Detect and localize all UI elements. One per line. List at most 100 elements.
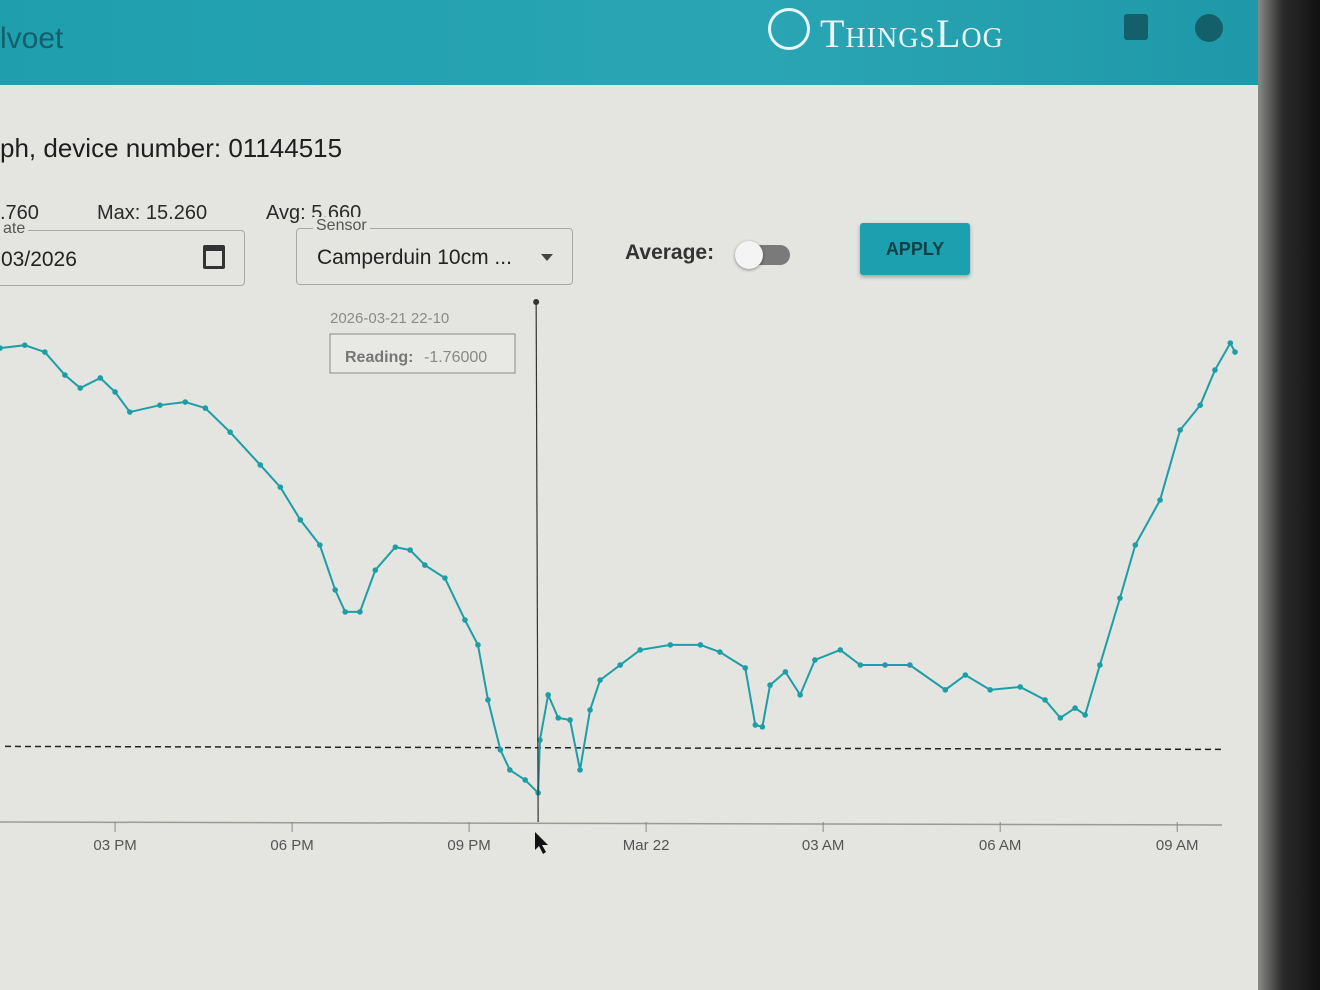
data-point xyxy=(1177,427,1183,433)
threshold-line xyxy=(4,745,1223,751)
data-point xyxy=(567,717,573,723)
data-point xyxy=(297,517,304,523)
data-point xyxy=(617,662,623,668)
data-point xyxy=(555,715,562,721)
tooltip-label: Reading: xyxy=(345,349,413,366)
screen-bezel xyxy=(1258,0,1320,990)
x-tick-label: 09 AM xyxy=(1156,837,1199,854)
data-point xyxy=(759,724,766,730)
data-point xyxy=(962,672,969,678)
data-point xyxy=(1042,697,1048,703)
calendar-icon[interactable] xyxy=(203,245,225,269)
data-point xyxy=(907,662,913,668)
data-point xyxy=(1232,349,1238,355)
data-point xyxy=(942,687,949,693)
data-point xyxy=(317,542,323,548)
data-point xyxy=(545,692,551,698)
x-tick-label: 06 PM xyxy=(270,837,313,854)
apply-button[interactable]: APPLY xyxy=(860,223,970,275)
data-point xyxy=(752,722,759,728)
page-title: lvoet xyxy=(0,22,64,55)
date-label: ate xyxy=(0,220,29,238)
data-point xyxy=(407,547,413,553)
data-point xyxy=(332,587,338,593)
data-point xyxy=(667,642,674,648)
data-point xyxy=(797,692,803,698)
x-tick-label: 03 AM xyxy=(802,837,845,854)
data-point xyxy=(1017,684,1024,690)
data-point xyxy=(537,737,543,743)
stat-min: .760 xyxy=(0,202,39,224)
x-tick-label: Mar 22 xyxy=(623,837,670,854)
sensor-select[interactable]: Camperduin 10cm ... xyxy=(296,228,573,285)
data-point xyxy=(987,687,993,693)
data-point xyxy=(342,609,348,615)
data-point xyxy=(882,662,888,668)
data-point xyxy=(1212,367,1218,373)
data-point xyxy=(637,647,644,653)
stat-max: Max: 15.260 xyxy=(97,202,208,224)
data-point xyxy=(485,697,491,703)
data-point xyxy=(1097,662,1103,668)
data-point xyxy=(597,677,603,683)
date-value: 03/2026 xyxy=(1,248,77,271)
tooltip-time: 2026-03-21 22-10 xyxy=(330,310,449,327)
data-point xyxy=(1117,595,1123,601)
average-label: Average: xyxy=(625,241,715,264)
cursor-line xyxy=(535,299,539,823)
data-point xyxy=(1197,402,1204,408)
x-axis xyxy=(0,821,1223,826)
reports-icon[interactable] xyxy=(1124,14,1148,40)
account-icon[interactable] xyxy=(1195,14,1223,42)
data-point xyxy=(577,767,583,773)
data-point xyxy=(1132,542,1139,548)
logo xyxy=(768,8,810,50)
data-point xyxy=(97,375,104,381)
x-tick-label: 06 AM xyxy=(979,837,1022,854)
data-point xyxy=(462,617,468,623)
data-point xyxy=(202,405,209,411)
dropdown-arrow xyxy=(541,254,553,261)
chart: 03 PM 06 PM 09 PM Mar 22 03 AM 06 AM 09 AM 2026… xyxy=(0,299,1238,854)
data-point xyxy=(742,665,749,671)
data-point xyxy=(157,402,163,408)
data-point xyxy=(497,747,504,753)
data-point xyxy=(182,399,189,405)
date-field[interactable]: 03/2026 xyxy=(0,230,245,286)
data-point xyxy=(587,707,593,713)
data-point xyxy=(522,777,528,783)
mouse-cursor xyxy=(535,832,548,854)
data-point xyxy=(357,609,363,615)
toggle-knob[interactable] xyxy=(735,241,763,269)
data-point xyxy=(112,389,118,395)
data-point xyxy=(372,567,379,573)
data-point xyxy=(42,349,48,355)
data-point xyxy=(392,544,399,550)
data-point xyxy=(507,767,513,773)
app-header: lvoet ThingsLog xyxy=(0,0,1285,85)
data-point xyxy=(127,409,133,415)
data-point xyxy=(277,484,284,490)
data-point xyxy=(442,575,448,581)
data-point xyxy=(422,562,428,568)
data-point xyxy=(1227,340,1234,346)
data-point xyxy=(1082,712,1088,718)
data-point xyxy=(1072,705,1078,711)
data-point xyxy=(697,642,704,648)
x-tick-label: 03 PM xyxy=(93,837,136,854)
data-line xyxy=(0,340,1236,796)
data-point xyxy=(1157,497,1163,503)
data-point xyxy=(837,647,844,653)
tooltip-box xyxy=(329,333,516,374)
tooltip-value: -1.76000 xyxy=(424,349,487,366)
cursor-dot xyxy=(533,299,540,305)
data-point xyxy=(812,657,818,663)
data-point xyxy=(0,345,3,351)
data-point xyxy=(227,429,233,435)
data-point xyxy=(782,669,789,675)
brand: ThingsLog xyxy=(820,11,1004,56)
x-tick-label: 09 PM xyxy=(447,837,490,854)
data-point xyxy=(77,385,84,391)
device-heading: ph, device number: 01144515 xyxy=(0,133,343,163)
